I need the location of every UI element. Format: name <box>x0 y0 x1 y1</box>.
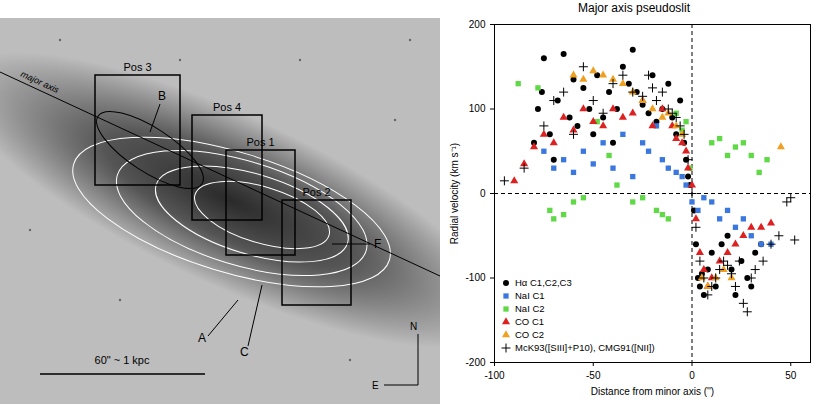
svg-text:Radial velocity (km s⁻¹): Radial velocity (km s⁻¹) <box>449 143 460 244</box>
html-text:Hα C1,C2,C3: Hα C1,C2,C3 <box>515 277 572 288</box>
svg-text:E: E <box>372 380 379 391</box>
svg-text:Pos 4: Pos 4 <box>213 101 241 113</box>
html-text:NaI C2: NaI C2 <box>515 303 545 314</box>
svg-text:100: 100 <box>469 103 486 114</box>
svg-text:major axis: major axis <box>19 69 61 96</box>
svg-text:200: 200 <box>469 19 486 30</box>
html-text:CO C2: CO C2 <box>515 329 544 340</box>
svg-text:A: A <box>198 331 206 345</box>
svg-text:Distance from minor axis (''): Distance from minor axis ('') <box>591 386 714 397</box>
svg-text:C: C <box>240 345 249 359</box>
svg-text:F: F <box>374 237 381 251</box>
svg-text:-100: -100 <box>465 272 485 283</box>
svg-text:0: 0 <box>480 188 486 199</box>
svg-text:B: B <box>158 89 166 103</box>
html-text:Major axis pseudoslit: Major axis pseudoslit <box>578 1 690 15</box>
svg-text:-50: -50 <box>586 370 601 381</box>
html-text:CO C1: CO C1 <box>515 316 544 327</box>
svg-text:60" ~ 1 kpc: 60" ~ 1 kpc <box>95 354 150 366</box>
svg-text:Pos 2: Pos 2 <box>302 186 330 198</box>
svg-text:-200: -200 <box>465 357 485 368</box>
html-text:McK93([SIII]+P10), CMG91([NII]: McK93([SIII]+P10), CMG91([NII]) <box>515 342 655 353</box>
svg-text:N: N <box>410 321 417 332</box>
svg-text:-100: -100 <box>484 370 504 381</box>
svg-text:Pos 1: Pos 1 <box>246 136 274 148</box>
html-text:NaI C1: NaI C1 <box>515 290 545 301</box>
svg-text:Pos 3: Pos 3 <box>123 61 151 73</box>
svg-text:0: 0 <box>689 370 695 381</box>
svg-text:50: 50 <box>785 370 797 381</box>
